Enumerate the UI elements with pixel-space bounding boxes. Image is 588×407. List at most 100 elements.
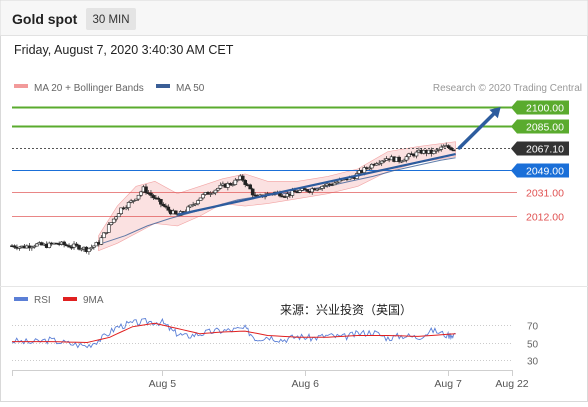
candle <box>414 150 419 159</box>
candle <box>283 195 287 198</box>
candle-body <box>191 204 195 206</box>
candle-body <box>136 194 141 200</box>
candle <box>449 146 453 151</box>
candle <box>35 243 39 247</box>
candle <box>173 210 178 215</box>
price-levels-layer <box>12 106 517 217</box>
candle <box>240 174 245 183</box>
candle-body <box>201 194 205 199</box>
candle-body <box>161 203 166 207</box>
price-level-tag-bg <box>511 100 569 115</box>
rsi-legend-label: RSI <box>34 295 51 306</box>
rsi-legend-swatch <box>14 297 28 301</box>
candle-body <box>149 192 153 196</box>
candle-body <box>35 243 39 247</box>
candle-body <box>99 237 104 245</box>
rsi-tick-label: 70 <box>527 322 539 333</box>
candle-body <box>109 222 114 225</box>
candle <box>151 193 156 200</box>
candle-body <box>226 183 230 188</box>
candle <box>379 160 384 167</box>
candle-body <box>106 224 111 233</box>
candle-body <box>188 204 193 208</box>
timeframe-badge[interactable] <box>86 8 136 30</box>
candle <box>404 154 409 163</box>
candle-body <box>322 185 327 187</box>
candle-body <box>47 242 52 248</box>
candle <box>116 213 121 218</box>
candle-body <box>293 190 297 193</box>
candle <box>114 215 119 222</box>
candle-body <box>404 156 409 161</box>
candle-body <box>79 248 84 251</box>
candle-body <box>151 195 156 199</box>
candle-body <box>193 203 198 206</box>
candle <box>228 182 233 186</box>
candle <box>407 152 411 160</box>
price-level-tag-2049-00: 2049.00 <box>511 163 569 178</box>
candle <box>193 203 198 207</box>
price-level-tag-text: 2100.00 <box>526 103 564 115</box>
candle <box>367 165 372 171</box>
candle <box>211 191 215 195</box>
candle-body <box>283 196 287 198</box>
candle-body <box>67 245 71 248</box>
candle <box>99 235 104 246</box>
price-level-tag-text: 2031.00 <box>526 188 564 200</box>
candle-body <box>102 232 106 239</box>
candle <box>119 207 123 215</box>
candle-body <box>397 156 401 162</box>
candle-body <box>131 200 136 202</box>
candle <box>136 194 141 201</box>
candle <box>89 244 94 251</box>
candle-body <box>32 245 37 248</box>
timeframe-badge-label[interactable]: 30 MIN <box>92 14 129 26</box>
candle-body <box>439 146 444 150</box>
candle-body <box>62 241 66 246</box>
candle-body <box>164 205 168 208</box>
candle <box>156 196 161 202</box>
candle <box>188 204 193 208</box>
rsi-series-rsi <box>11 317 456 349</box>
candle <box>196 199 200 206</box>
x-axis-tick-label: Aug 22 <box>495 378 528 390</box>
candle-body <box>298 190 302 193</box>
price-level-tag-2012-00: 2012.00 <box>526 212 564 224</box>
candle-body <box>382 160 386 162</box>
price-level-tag-text: 2049.00 <box>526 166 564 178</box>
candle-body <box>228 183 233 186</box>
chart-datetime: Friday, August 7, 2020 3:40:30 AM CET <box>14 43 234 57</box>
candle-body <box>233 179 238 185</box>
candle-body <box>451 149 456 152</box>
ma50-legend-swatch <box>156 84 170 88</box>
candle-body <box>362 167 367 173</box>
candle-body <box>243 179 248 185</box>
candle-body <box>74 243 79 246</box>
candle <box>79 247 84 252</box>
candle <box>248 183 252 190</box>
candle-body <box>248 184 252 190</box>
candle-body <box>139 191 143 196</box>
candle <box>161 202 166 208</box>
candle-body <box>17 246 22 249</box>
candle <box>399 160 404 164</box>
candle <box>12 244 17 249</box>
candle-body <box>235 179 240 181</box>
x-axis-tick-label: Aug 6 <box>292 378 320 390</box>
candle-body <box>377 162 382 165</box>
candle-body <box>305 189 310 192</box>
price-level-tag-text: 2085.00 <box>526 122 564 134</box>
candle <box>111 218 116 224</box>
candle-body <box>216 188 220 191</box>
candle <box>226 181 230 191</box>
candle <box>30 245 34 251</box>
candle <box>131 200 136 204</box>
candle-body <box>335 181 339 184</box>
candle-body <box>379 160 384 164</box>
rsi-ma-legend-label: 9MA <box>83 295 104 306</box>
candle-body <box>250 188 255 196</box>
candle-body <box>92 245 96 248</box>
candle-body <box>87 248 91 252</box>
